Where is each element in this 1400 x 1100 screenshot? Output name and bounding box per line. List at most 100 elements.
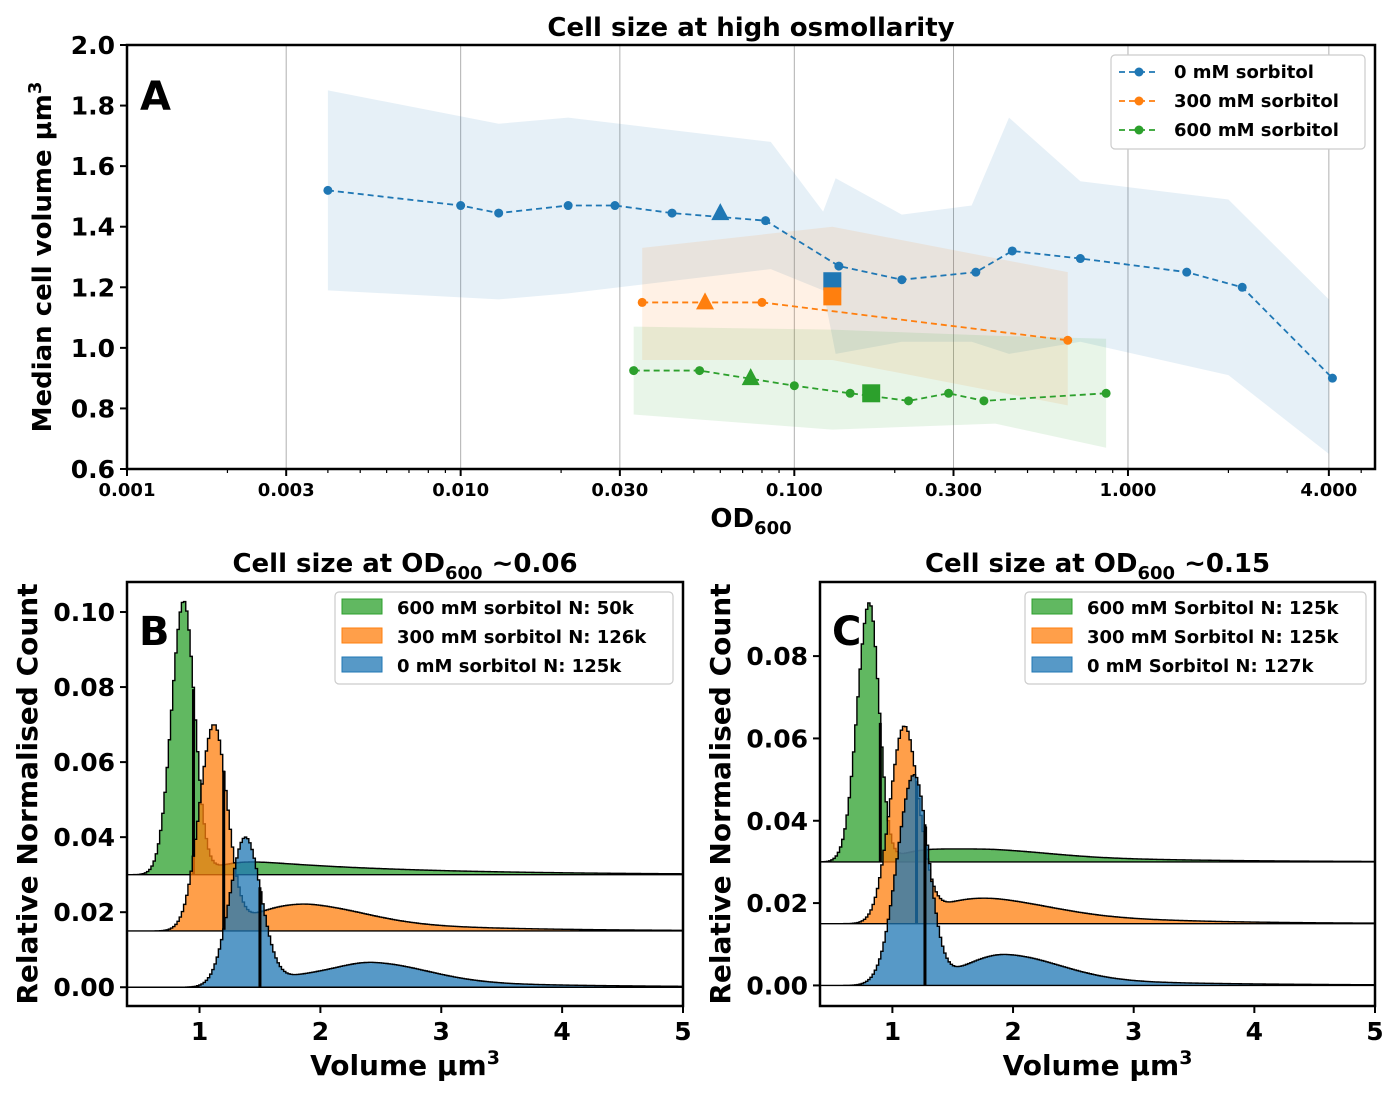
x-tick-label: 0.030 bbox=[591, 480, 648, 501]
x-tick-label: 1.000 bbox=[1100, 480, 1157, 501]
x-tick-label: 0.300 bbox=[925, 480, 982, 501]
plot-area-c bbox=[820, 602, 1375, 987]
y-tick-label: 0.04 bbox=[746, 807, 808, 836]
legend-label: 600 mM sorbitol bbox=[1174, 120, 1339, 141]
plot-area-b bbox=[127, 600, 683, 988]
square-marker bbox=[823, 272, 842, 291]
point-600-mm-sorbitol bbox=[695, 366, 705, 376]
band-300-mm-sorbitol bbox=[642, 226, 1068, 406]
y-axis-label-b: Relative Normalised Count bbox=[11, 583, 44, 1004]
chart-title-c: Cell size at OD600 ~0.15 bbox=[925, 549, 1270, 584]
y-tick-label: 0.8 bbox=[71, 394, 115, 423]
panel-letter-a: A bbox=[140, 74, 171, 120]
x-axis-label-b: Volume µm3 bbox=[310, 1047, 500, 1082]
x-tick-label: 0.100 bbox=[766, 480, 823, 501]
panel-letter-b: B bbox=[139, 609, 170, 655]
y-tick-label: 1.6 bbox=[71, 152, 115, 181]
point-600-mm-sorbitol bbox=[789, 381, 799, 391]
line-600-mm-sorbitol bbox=[633, 369, 1107, 402]
point-600-mm-sorbitol bbox=[1101, 388, 1111, 398]
legend-box bbox=[1024, 591, 1367, 685]
point-0-mm-sorbitol bbox=[563, 201, 573, 211]
histogram-0-mm-sorbitol-n-125k bbox=[127, 836, 683, 988]
point-0-mm-sorbitol bbox=[971, 267, 981, 277]
legend-swatch bbox=[341, 656, 383, 673]
y-tick-label: 0.00 bbox=[746, 971, 808, 1000]
point-600-mm-sorbitol bbox=[904, 396, 914, 406]
chart-title-a: Cell size at high osmollarity bbox=[547, 13, 954, 43]
triangle-marker bbox=[711, 203, 730, 221]
panel-c: 0.00 0.02 0.04 0.06 0.08 1 2 3 4 5 Cell size at OD… bbox=[704, 549, 1384, 1082]
axes-frame-c bbox=[818, 580, 1377, 1008]
y-tick-label: 0.6 bbox=[71, 455, 115, 484]
panel-letter-c: C bbox=[832, 609, 861, 655]
y-axis-label-a: Median cell volume µm3 bbox=[25, 82, 58, 433]
legend-marker bbox=[1134, 125, 1144, 135]
y-tick-label: 0.08 bbox=[746, 642, 808, 671]
legend-swatch bbox=[341, 598, 383, 615]
plot-area-a bbox=[323, 90, 1337, 454]
point-0-mm-sorbitol bbox=[897, 275, 907, 285]
y-tick-label: 0.06 bbox=[53, 748, 115, 777]
y-tick-label: 0.08 bbox=[53, 673, 115, 702]
legend-label: 300 mM sorbitol N: 126k bbox=[397, 627, 647, 648]
y-tick-label: 0.02 bbox=[53, 898, 115, 927]
x-axis-label-c: Volume µm3 bbox=[1003, 1047, 1193, 1082]
legend-a: 0 mM sorbitol 300 mM sorbitol 600 mM sorbi… bbox=[1110, 54, 1366, 150]
chart-title-b: Cell size at OD600 ~0.06 bbox=[232, 549, 577, 584]
x-tick-label: 4 bbox=[1246, 1017, 1263, 1046]
x-tick-label: 0.003 bbox=[258, 480, 315, 501]
y-tick-label: 0.04 bbox=[53, 823, 115, 852]
y-tick-label: 1.8 bbox=[71, 92, 115, 121]
legend-swatch bbox=[1031, 627, 1073, 644]
point-0-mm-sorbitol bbox=[456, 201, 466, 211]
point-0-mm-sorbitol bbox=[494, 208, 504, 218]
x-tick-label: 4.000 bbox=[1300, 480, 1357, 501]
y-tick-label: 0.02 bbox=[746, 889, 808, 918]
point-600-mm-sorbitol bbox=[629, 366, 639, 376]
legend-c: 600 mM Sorbitol N: 125k 300 mM Sorbitol N… bbox=[1024, 591, 1367, 685]
y-axis-label-c: Relative Normalised Count bbox=[704, 583, 737, 1004]
legend-marker bbox=[1134, 67, 1144, 77]
x-axis-label-a: OD600 bbox=[710, 504, 791, 539]
legend-label: 600 mM Sorbitol N: 125k bbox=[1087, 598, 1340, 619]
x-tick-label: 0.001 bbox=[99, 480, 156, 501]
x-tick-label: 3 bbox=[433, 1017, 450, 1046]
axes-frame-b bbox=[125, 580, 685, 1008]
point-0-mm-sorbitol bbox=[323, 185, 333, 195]
legend-swatch bbox=[1031, 656, 1073, 673]
x-tick-label: 5 bbox=[674, 1017, 691, 1046]
legend-label: 300 mM sorbitol bbox=[1174, 91, 1339, 112]
legend-box-a bbox=[1110, 54, 1366, 150]
point-300-mm-sorbitol bbox=[1063, 335, 1073, 345]
x-tick-label: 5 bbox=[1366, 1017, 1383, 1046]
y-tick-label: 2.0 bbox=[71, 31, 115, 60]
x-tick-label: 4 bbox=[553, 1017, 570, 1046]
y-tick-label: 1.4 bbox=[71, 213, 115, 242]
line-300-mm-sorbitol bbox=[642, 301, 1068, 342]
x-tick-label: 2 bbox=[312, 1017, 329, 1046]
histogram-0-mm-sorbitol-n-127k bbox=[820, 773, 1375, 987]
panel-a: 0.6 0.8 1.0 1.2 1.4 1.6 1.8 2.0 0.001 0.003 0.010 0… bbox=[25, 13, 1377, 539]
triangle-marker bbox=[741, 368, 760, 386]
point-600-mm-sorbitol bbox=[845, 388, 855, 398]
line-0-mm-sorbitol bbox=[327, 189, 1334, 379]
point-600-mm-sorbitol bbox=[979, 396, 989, 406]
legend-label: 300 mM Sorbitol N: 125k bbox=[1087, 627, 1340, 648]
x-tick-label: 1 bbox=[884, 1017, 901, 1046]
point-0-mm-sorbitol bbox=[1182, 267, 1192, 277]
point-0-mm-sorbitol bbox=[1237, 282, 1247, 292]
point-0-mm-sorbitol bbox=[610, 201, 620, 211]
legend-swatch bbox=[341, 627, 383, 644]
point-300-mm-sorbitol bbox=[637, 297, 647, 307]
point-0-mm-sorbitol bbox=[834, 261, 844, 271]
axes-frame-a bbox=[125, 43, 1377, 471]
point-300-mm-sorbitol bbox=[757, 297, 767, 307]
point-0-mm-sorbitol bbox=[1075, 254, 1085, 264]
x-tick-label: 3 bbox=[1125, 1017, 1142, 1046]
legend-marker bbox=[1134, 96, 1144, 106]
point-600-mm-sorbitol bbox=[944, 388, 954, 398]
y-tick-label: 1.2 bbox=[71, 273, 115, 302]
legend-label: 0 mM sorbitol N: 125k bbox=[397, 656, 622, 677]
